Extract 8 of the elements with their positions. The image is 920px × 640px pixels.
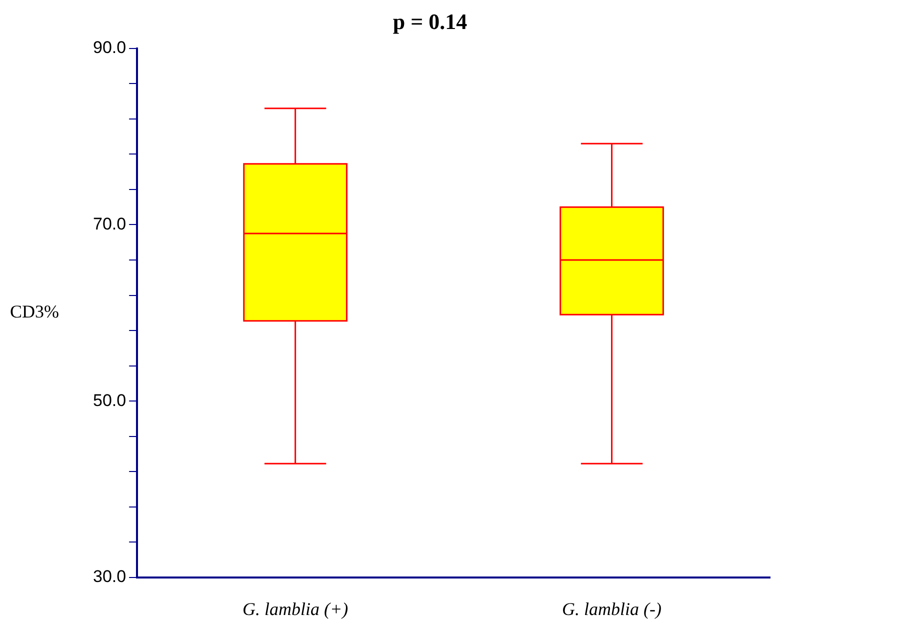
y-tick-label: 50.0 <box>92 390 126 410</box>
y-tick-label: 30.0 <box>92 567 126 586</box>
x-tick-label: G. lamblia (+) <box>242 598 348 619</box>
y-tick-label: 90.0 <box>92 38 126 58</box>
chart-title: p = 0.14 <box>392 8 468 34</box>
x-tick-label: G. lamblia (-) <box>562 598 662 619</box>
y-axis-title: CD3% <box>10 302 60 322</box>
y-tick-label: 70.0 <box>92 214 126 234</box>
